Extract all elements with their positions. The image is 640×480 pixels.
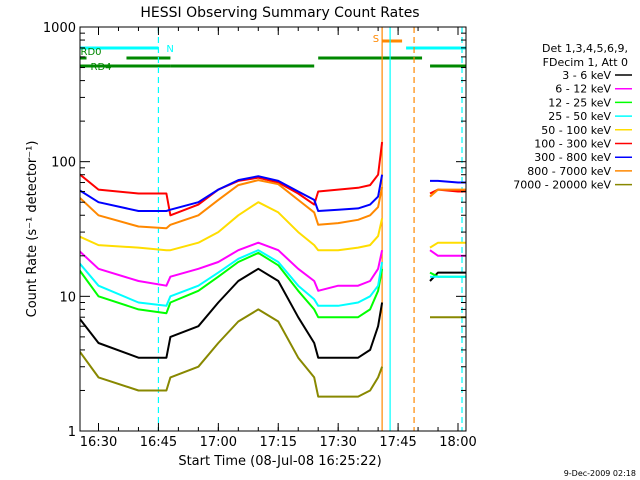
series-line (80, 241, 466, 292)
y-tick-label: 1000 (43, 21, 76, 36)
series-line (80, 267, 466, 359)
legend-entry: 800 - 7000 keV (527, 165, 611, 178)
plot-frame (79, 26, 467, 432)
series-line (80, 251, 466, 319)
state-bar-label: RD4 (91, 62, 112, 73)
state-bar-label: N (166, 44, 173, 55)
state-bar-label: S (373, 34, 379, 45)
chart-title: HESSI Observing Summary Count Rates (140, 5, 419, 21)
state-bar-label: RD0 (81, 47, 102, 58)
legend-header: Det 1,3,4,5,6,9, (542, 42, 628, 55)
legend-entry: 25 - 50 keV (548, 110, 611, 123)
footer-date: 9-Dec-2009 02:18 (564, 469, 636, 478)
x-tick-label: 17:45 (379, 435, 416, 450)
legend-entry: 100 - 300 keV (534, 138, 611, 151)
x-tick-label: 18:00 (439, 435, 476, 450)
y-axis-label: Count Rate (s⁻¹ detector⁻¹) (25, 141, 40, 318)
legend-header: FDecim 1, Att 0 (543, 56, 628, 69)
y-tick-label: 1 (68, 425, 76, 440)
series-line (80, 179, 466, 230)
x-tick-label: 17:00 (200, 435, 237, 450)
legend-entry: 3 - 6 keV (562, 69, 611, 82)
series-line (80, 249, 466, 307)
x-axis-label: Start Time (08-Jul-08 16:25:22) (178, 454, 381, 469)
x-tick-label: 17:30 (319, 435, 356, 450)
legend-entry: 7000 - 20000 keV (513, 179, 611, 192)
y-tick-label: 10 (59, 290, 76, 305)
x-tick-label: 16:45 (140, 435, 177, 450)
series-line (80, 308, 466, 398)
legend-entry: 12 - 25 keV (548, 96, 611, 109)
legend-entry: 50 - 100 keV (541, 124, 611, 137)
legend-entry: 300 - 800 keV (534, 151, 611, 164)
x-tick-label: 17:15 (260, 435, 297, 450)
x-tick-label: 16:30 (80, 435, 117, 450)
series-line (80, 201, 466, 252)
legend-entry: 6 - 12 keV (555, 83, 611, 96)
y-tick-label: 100 (51, 156, 76, 171)
